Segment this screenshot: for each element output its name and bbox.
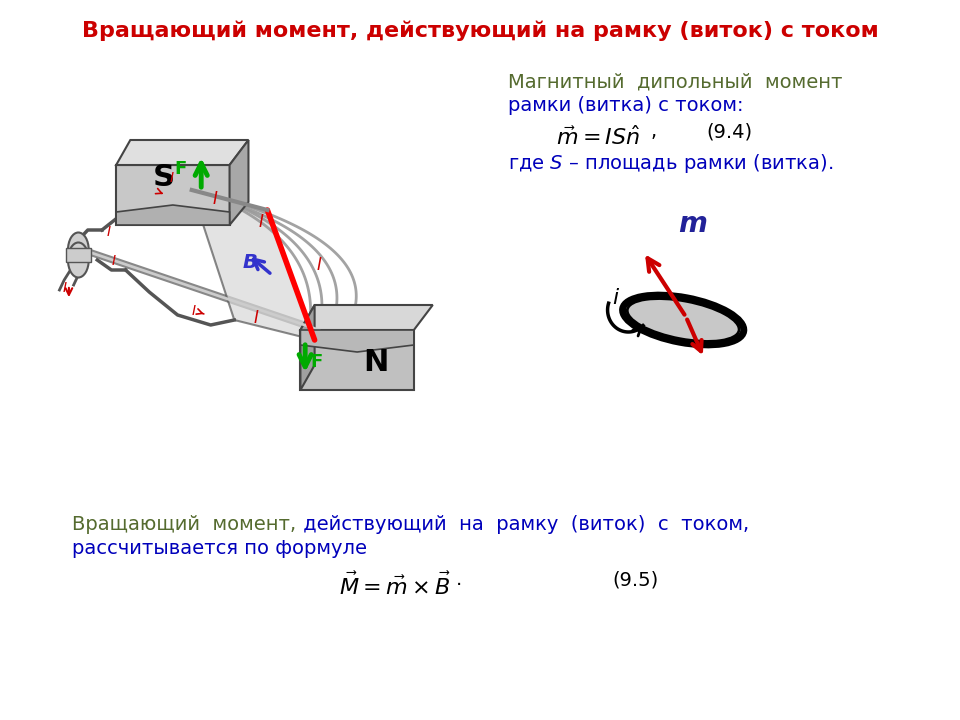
Polygon shape xyxy=(300,330,414,352)
Ellipse shape xyxy=(68,243,88,277)
Polygon shape xyxy=(116,205,229,225)
Text: I: I xyxy=(192,304,196,318)
Polygon shape xyxy=(300,305,433,330)
Text: действующий  на  рамку  (виток)  с  током,: действующий на рамку (виток) с током, xyxy=(297,515,749,534)
Ellipse shape xyxy=(627,299,739,341)
Text: I: I xyxy=(258,213,263,231)
Text: Вращающий  момент,: Вращающий момент, xyxy=(72,515,296,534)
Text: рамки (витка) с током:: рамки (витка) с током: xyxy=(509,96,744,115)
Text: N: N xyxy=(363,348,389,377)
Polygon shape xyxy=(66,248,90,262)
Text: Магнитный  дипольный  момент: Магнитный дипольный момент xyxy=(509,72,843,91)
Text: (9.5): (9.5) xyxy=(612,570,659,589)
Text: i: i xyxy=(612,288,618,308)
Text: $\vec{M} = \vec{m} \times \vec{B}$: $\vec{M} = \vec{m} \times \vec{B}$ xyxy=(339,572,451,599)
Text: B: B xyxy=(243,253,258,271)
Polygon shape xyxy=(300,305,315,390)
Text: I: I xyxy=(317,256,322,274)
Text: где $S$ – площадь рамки (витка).: где $S$ – площадь рамки (витка). xyxy=(509,152,833,175)
Text: I: I xyxy=(170,171,174,185)
Ellipse shape xyxy=(68,233,88,268)
Text: ,: , xyxy=(650,122,657,141)
Text: F: F xyxy=(175,160,187,178)
Text: (9.4): (9.4) xyxy=(707,122,753,141)
Text: I: I xyxy=(253,309,258,327)
Text: m: m xyxy=(678,210,708,238)
Text: .: . xyxy=(456,570,463,589)
Text: I: I xyxy=(213,190,218,208)
Polygon shape xyxy=(116,140,249,165)
Text: I: I xyxy=(62,281,66,295)
Text: S: S xyxy=(153,163,175,192)
Text: рассчитывается по формуле: рассчитывается по формуле xyxy=(72,539,367,558)
Polygon shape xyxy=(192,190,315,340)
Polygon shape xyxy=(229,140,249,225)
Text: Вращающий момент, действующий на рамку (виток) с током: Вращающий момент, действующий на рамку (… xyxy=(82,20,878,40)
Text: F: F xyxy=(310,353,323,371)
Text: $\vec{m} = IS\hat{n}$: $\vec{m} = IS\hat{n}$ xyxy=(556,125,640,149)
Polygon shape xyxy=(300,330,414,390)
Polygon shape xyxy=(116,165,229,225)
Text: I: I xyxy=(107,225,110,239)
Text: I: I xyxy=(111,254,115,268)
